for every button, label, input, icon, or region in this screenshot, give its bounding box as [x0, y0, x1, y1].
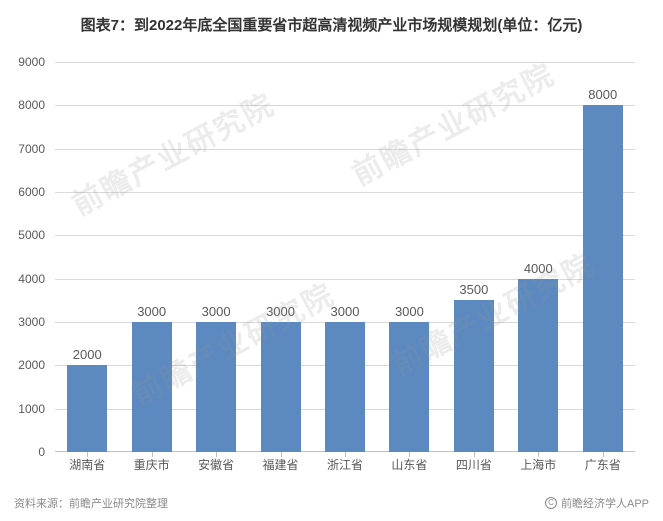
- bar-slot: 3000: [248, 62, 312, 452]
- y-tick-label: 5000: [0, 228, 45, 242]
- bar: [325, 322, 365, 452]
- bar-value-label: 8000: [588, 87, 617, 105]
- y-tick-label: 0: [0, 445, 45, 459]
- bar-slot: 2000: [55, 62, 119, 452]
- x-axis-label: 山东省: [377, 456, 441, 473]
- bar: [583, 105, 623, 452]
- bar-slot: 3000: [119, 62, 183, 452]
- copyright-label: 前瞻经济学人APP: [561, 495, 649, 511]
- bar-value-label: 2000: [73, 347, 102, 365]
- source-text: 资料来源：前瞻产业研究院整理: [14, 495, 168, 511]
- bar-slot: 3000: [377, 62, 441, 452]
- bar-slot: 8000: [571, 62, 635, 452]
- y-tick-label: 4000: [0, 272, 45, 286]
- bar-value-label: 3000: [137, 304, 166, 322]
- y-tick-label: 8000: [0, 98, 45, 112]
- chart-plot-area: 0100020003000400050006000700080009000 20…: [55, 62, 635, 452]
- y-tick-label: 1000: [0, 402, 45, 416]
- x-axis-label: 福建省: [248, 456, 312, 473]
- bar-value-label: 3000: [266, 304, 295, 322]
- bar-slot: 3000: [184, 62, 248, 452]
- bar-slot: 4000: [506, 62, 570, 452]
- y-tick-label: 7000: [0, 142, 45, 156]
- bar: [454, 300, 494, 452]
- bar-slot: 3000: [313, 62, 377, 452]
- bar: [132, 322, 172, 452]
- x-axis-label: 广东省: [571, 456, 635, 473]
- bar: [196, 322, 236, 452]
- x-axis-label: 浙江省: [313, 456, 377, 473]
- chart-title: 图表7：到2022年底全国重要省市超高清视频产业市场规模规划(单位：亿元): [0, 0, 663, 43]
- y-tick-label: 2000: [0, 358, 45, 372]
- bar-value-label: 3500: [459, 282, 488, 300]
- bar: [67, 365, 107, 452]
- bar: [518, 279, 558, 452]
- bar-slot: 3500: [442, 62, 506, 452]
- copyright-icon: C: [545, 497, 557, 509]
- y-tick-label: 3000: [0, 315, 45, 329]
- x-axis-label: 重庆市: [119, 456, 183, 473]
- x-axis-label: 湖南省: [55, 456, 119, 473]
- bar-value-label: 3000: [331, 304, 360, 322]
- bar: [389, 322, 429, 452]
- y-tick-label: 9000: [0, 55, 45, 69]
- bar: [261, 322, 301, 452]
- copyright-text: C 前瞻经济学人APP: [545, 495, 649, 511]
- x-axis-labels: 湖南省重庆市安徽省福建省浙江省山东省四川省上海市广东省: [55, 456, 635, 473]
- x-axis-label: 安徽省: [184, 456, 248, 473]
- x-axis-label: 四川省: [442, 456, 506, 473]
- bar-value-label: 4000: [524, 261, 553, 279]
- x-axis-label: 上海市: [506, 456, 570, 473]
- y-tick-label: 6000: [0, 185, 45, 199]
- bar-value-label: 3000: [395, 304, 424, 322]
- bar-value-label: 3000: [202, 304, 231, 322]
